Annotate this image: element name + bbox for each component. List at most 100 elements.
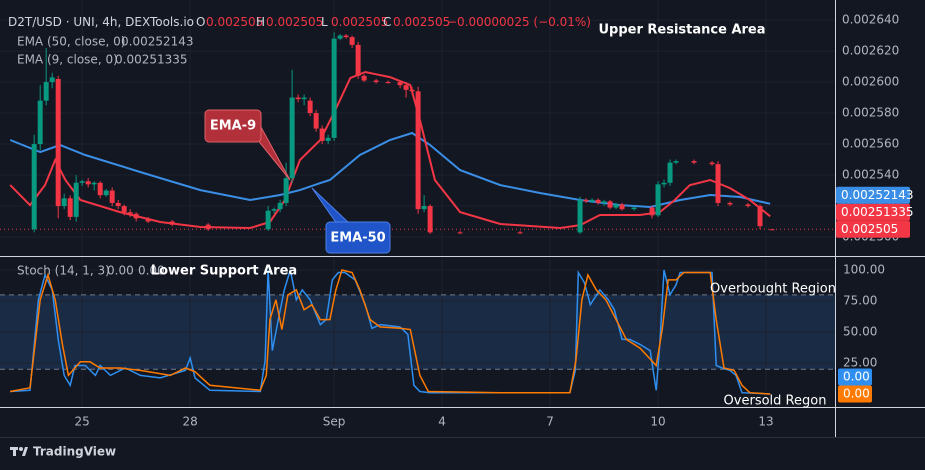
candle-body xyxy=(595,199,601,203)
y-tick-label: 0.002540 xyxy=(842,168,899,182)
candle-body xyxy=(205,224,211,230)
candle-body xyxy=(649,207,655,216)
candle-body xyxy=(265,210,271,230)
candle-body xyxy=(655,184,661,216)
candle-body xyxy=(337,35,343,39)
candle-body xyxy=(43,82,49,101)
x-tick-label: 28 xyxy=(183,415,198,429)
callout-box xyxy=(325,221,391,254)
candle-body xyxy=(31,144,37,230)
y-tick-label: 100.00 xyxy=(843,263,885,277)
stoch-box-label: 0.00 xyxy=(843,369,870,383)
candle-body xyxy=(607,201,613,208)
callout-label: EMA-50 xyxy=(330,231,385,246)
candle-body xyxy=(97,182,103,196)
candle-body xyxy=(373,80,379,83)
y-tick-label: 0.002620 xyxy=(842,44,899,58)
candle-body xyxy=(109,190,115,203)
candle-body xyxy=(85,181,91,185)
candle-body xyxy=(583,199,589,202)
stoch-title: Stoch (14, 1, 3) xyxy=(17,264,110,278)
candle-body xyxy=(667,162,673,183)
ohlc-value: 0.002505 xyxy=(331,15,388,29)
candle-body xyxy=(133,213,139,219)
candle-body xyxy=(457,232,463,234)
candle-body xyxy=(331,38,337,138)
legend-value: 0.00 xyxy=(138,264,165,278)
candle-body xyxy=(427,206,433,233)
legend-label: EMA (50, close, 0) xyxy=(17,35,125,49)
x-tick-label: 4 xyxy=(438,415,446,429)
logo-part xyxy=(13,447,16,456)
stoch-box xyxy=(838,368,872,386)
candle-body xyxy=(283,178,289,203)
candle-body xyxy=(289,97,295,179)
candle-body xyxy=(277,202,283,210)
y-tick-label: 0.002640 xyxy=(842,13,899,27)
x-tick-label: 13 xyxy=(758,415,773,429)
price-box xyxy=(836,186,910,204)
annotation: Lower Support Area xyxy=(151,264,297,279)
candle-body xyxy=(115,202,121,207)
candle-body xyxy=(385,82,391,84)
symbol-title: D2T/USD · UNI, 4h, DEXTools.io xyxy=(8,15,194,29)
candle-body xyxy=(349,37,355,45)
candle-body xyxy=(55,78,61,207)
legend-label: EMA (9, close, 0) xyxy=(17,53,118,67)
x-tick-label: 10 xyxy=(650,415,665,429)
ema-line xyxy=(9,70,771,230)
candle-body xyxy=(313,113,319,129)
candle-body xyxy=(757,206,763,227)
candle-body xyxy=(295,97,301,100)
ohlc-letter: H xyxy=(256,15,265,29)
logo-part xyxy=(19,447,23,451)
candle-body xyxy=(145,218,151,222)
candle-body xyxy=(601,201,607,203)
y-tick-label: 50.00 xyxy=(843,325,877,339)
candle-body xyxy=(169,221,175,225)
candle-body xyxy=(343,35,349,38)
candle-body xyxy=(103,190,109,196)
candle-body xyxy=(37,100,43,145)
x-tick-label: 25 xyxy=(75,415,90,429)
candle-body xyxy=(325,137,331,141)
y-tick-label: 0.002600 xyxy=(842,75,899,89)
candle-body xyxy=(307,100,313,114)
ohlc-letter: L xyxy=(321,15,328,29)
ohlc-letter: C xyxy=(383,15,391,29)
price-box-label: 0.00252143 xyxy=(841,188,914,202)
candle-body xyxy=(91,182,97,185)
candle-body xyxy=(613,204,619,208)
candle-body xyxy=(67,198,73,217)
ohlc-letter: O xyxy=(196,15,205,29)
x-tick-label: 7 xyxy=(546,415,554,429)
callout-label: EMA-9 xyxy=(210,119,256,134)
candle-body xyxy=(709,162,715,165)
ohlc-value: 0.002505 xyxy=(266,15,323,29)
annotation: Upper Resistance Area xyxy=(598,23,765,38)
callout-box xyxy=(204,109,262,143)
candle-body xyxy=(361,75,367,81)
candle-body xyxy=(745,204,751,207)
price-box-label: 0.00251335 xyxy=(841,205,914,219)
candle-body xyxy=(577,199,583,233)
y-tick-label: 75.00 xyxy=(843,294,877,308)
ohlc-value: 0.002505 xyxy=(393,15,450,29)
y-tick-label: 0.002580 xyxy=(842,106,899,120)
legend-value: 0.00252143 xyxy=(121,35,194,49)
candle-body xyxy=(403,85,409,90)
stoch-box-label: 0.00 xyxy=(843,386,870,400)
candle-body xyxy=(127,212,133,214)
candle-body xyxy=(673,161,679,163)
candle-body xyxy=(715,164,721,203)
ema-line xyxy=(9,131,771,209)
candle-body xyxy=(49,77,55,83)
legend-header: D2T/USD · UNI, 4h, DEXTools.io O0.002505H… xyxy=(8,15,591,29)
candle-body xyxy=(517,232,523,234)
price-box-label: 0.002505 xyxy=(841,222,898,236)
y-tick-label: 0.002560 xyxy=(842,137,899,151)
candle-body xyxy=(661,182,667,185)
annotation: Oversold Regon xyxy=(724,394,827,409)
candle-body xyxy=(421,206,427,210)
